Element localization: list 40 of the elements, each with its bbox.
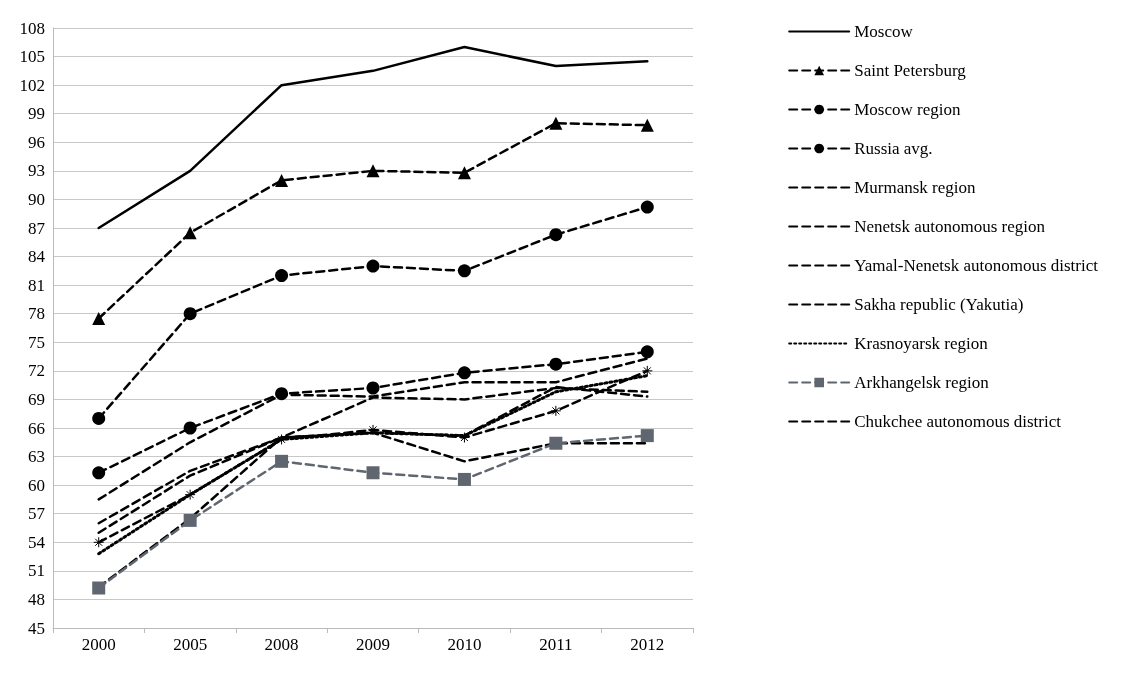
x-tick-label: 2005 — [173, 635, 208, 654]
x-tick-label: 2009 — [356, 635, 390, 654]
y-tick-label: 102 — [19, 75, 45, 95]
y-tick-label: 96 — [28, 132, 45, 152]
legend-label: Yamal-Nenetsk autonomous district — [854, 256, 1099, 275]
y-tick-label: 45 — [28, 618, 45, 638]
legend-label: Saint Petersburg — [854, 61, 967, 80]
legend-label: Krasnoyarsk region — [854, 334, 989, 353]
x-tick-label: 2010 — [447, 635, 482, 654]
legend-label: Murmansk region — [854, 178, 977, 197]
legend-label: Nenetsk autonomous region — [854, 217, 1046, 236]
y-tick-label: 63 — [28, 447, 45, 467]
y-tick-label: 108 — [19, 18, 45, 38]
legend-label: Sakha republic (Yakutia) — [854, 295, 1024, 314]
legend-label: Moscow — [854, 22, 914, 41]
legend-label: Arkhangelsk region — [854, 373, 990, 392]
x-tick-label: 2011 — [539, 635, 573, 654]
y-tick-label: 105 — [19, 47, 45, 67]
y-tick-label: 84 — [28, 247, 46, 267]
y-tick-label: 69 — [28, 389, 45, 409]
y-tick-label: 57 — [28, 504, 46, 524]
y-tick-label: 54 — [28, 532, 46, 552]
y-tick-label: 78 — [28, 304, 45, 324]
y-tick-label: 72 — [28, 361, 45, 381]
legend-label: Russia avg. — [854, 139, 933, 158]
y-tick-label: 93 — [28, 161, 45, 181]
y-tick-label: 75 — [28, 332, 45, 352]
x-tick-label: 2008 — [264, 635, 299, 654]
legend-label: Moscow region — [854, 100, 961, 119]
x-tick-label: 2000 — [81, 635, 116, 654]
y-tick-label: 87 — [28, 218, 46, 238]
y-tick-label: 60 — [28, 475, 45, 495]
y-tick-label: 99 — [28, 104, 45, 124]
y-tick-label: 81 — [28, 275, 45, 295]
y-tick-label: 66 — [28, 418, 45, 438]
x-tick-label: 2012 — [630, 635, 665, 654]
y-tick-label: 51 — [28, 561, 45, 581]
legend-label: Chukchee autonomous district — [854, 412, 1062, 431]
y-tick-label: 48 — [28, 589, 45, 609]
y-tick-label: 90 — [28, 189, 45, 209]
